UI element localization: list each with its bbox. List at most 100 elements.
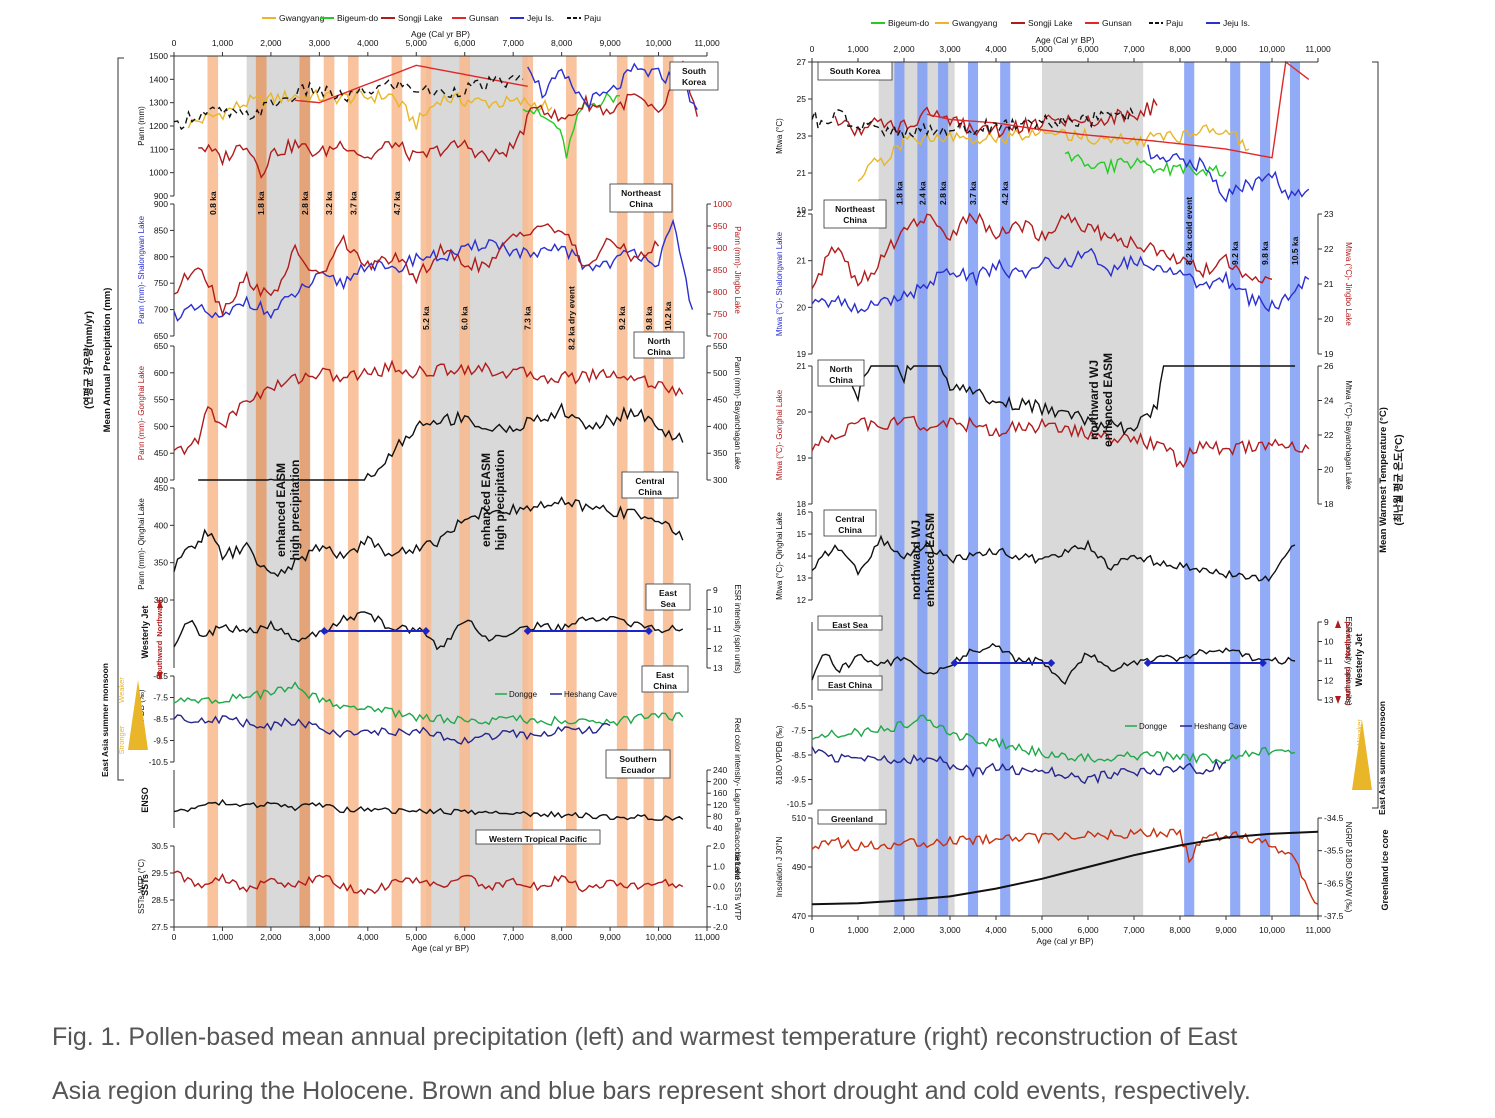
y-tick-label: 750	[154, 278, 168, 288]
y-tick-label: -10.5	[149, 757, 169, 767]
legend-label-dongge: Dongge	[509, 690, 538, 699]
x-tick-label: 4,000	[985, 44, 1007, 54]
event-label: 8.2 ka dry event	[566, 286, 576, 350]
y-tick-label: 21	[797, 256, 807, 266]
y-tick-label-right: -1.0	[713, 902, 728, 912]
y-tick-label: 1200	[149, 121, 168, 131]
y-tick-label-right: 22	[1324, 244, 1334, 254]
y-tick-label: 20	[797, 407, 807, 417]
grey-band	[1042, 62, 1144, 916]
y-tick-label: 400	[154, 520, 168, 530]
x-tick-label: 5,000	[406, 38, 428, 48]
cold-event-bar	[894, 62, 905, 916]
cold-event-bar	[1230, 62, 1241, 916]
blue-arrow-head	[421, 627, 430, 635]
y-tick-label-right: 10	[1324, 637, 1334, 647]
chart-temperature: 27 25 23 21 19 Mtwa (°C) South Korea 22 21 20 19 23…	[775, 18, 1405, 946]
region-label: China	[647, 347, 671, 357]
event-label: 4.7 ka	[392, 191, 402, 215]
side-label-enso: ENSO	[140, 787, 150, 813]
y-tick-label-right: -36.5	[1324, 878, 1344, 888]
y-axis-label-right: Red color intensity- Laguna Pallcacocha …	[733, 718, 742, 881]
event-label: 1.8 ka	[256, 191, 266, 215]
event-label: 9.8 ka	[644, 306, 654, 330]
x-tick-label: 4,000	[985, 925, 1007, 935]
y-tick-label: 19	[797, 205, 807, 215]
y-tick-label: -6.5	[791, 701, 806, 711]
x-tick-label: 7,000	[1123, 925, 1145, 935]
y-tick-label-right: 24	[1324, 396, 1334, 406]
blue-arrow-head	[1047, 659, 1056, 667]
y-tick-label: 450	[154, 483, 168, 493]
overlay-text-line1: enhanced EASM	[274, 463, 288, 557]
cold-event-bar	[1289, 62, 1301, 916]
y-tick-label-right: 850	[713, 265, 727, 275]
legend-label: Gunsan	[1102, 18, 1132, 28]
region-label: East	[659, 588, 677, 598]
series-gonghai-lake	[173, 359, 684, 456]
y-tick-label-right: 0.0	[713, 882, 725, 892]
legend-label-dongge: Dongge	[1139, 722, 1168, 731]
y-tick-label: 28.5	[151, 895, 168, 905]
series-heshang-cave	[811, 746, 1227, 785]
y-tick-label-right: 13	[1324, 695, 1334, 705]
region-label: South	[682, 66, 706, 76]
y-axis-label-right: Pann (mm)- Bayanchagan Lake	[733, 357, 742, 471]
side-label-ice-core: Greenland ice core	[1380, 829, 1390, 910]
side-label-weaker: Weaker	[117, 677, 126, 703]
y-tick-label-right: 21	[1324, 279, 1334, 289]
y-tick-label-right: 200	[713, 777, 727, 787]
overlay-text-line2: high precipitation	[288, 460, 302, 561]
side-label-northward: Northward	[1343, 621, 1352, 659]
side-label-westerly-jet: Westerly Jet	[140, 606, 150, 659]
drought-event-bar	[459, 56, 471, 927]
blue-arrow-head	[950, 659, 959, 667]
region-label-box	[621, 471, 679, 499]
region-label-box	[817, 615, 883, 631]
y-tick-label-right: 11	[713, 624, 722, 634]
series-esr-intensity	[173, 611, 684, 651]
drought-event-bar	[565, 56, 577, 927]
y-tick-label: 14	[797, 551, 807, 561]
blue-arrow-head	[644, 627, 653, 635]
y-tick-label-right: 500	[713, 368, 727, 378]
y-tick-label-right: 900	[713, 243, 727, 253]
y-axis-label-right: Pann (mm)- Jingbo Lake	[733, 226, 742, 314]
y-axis-label: Pann (mm)- Qinghai Lake	[137, 498, 146, 590]
caption-line-1: Fig. 1. Pollen-based mean annual precipi…	[52, 1023, 1238, 1051]
event-label: 7.3 ka	[523, 306, 533, 330]
x-tick-label: 1,000	[212, 932, 234, 942]
y-tick-label: 650	[154, 331, 168, 341]
x-tick-label: 8,000	[551, 38, 573, 48]
series-gonghai-lake	[811, 415, 1310, 469]
y-tick-label: 1000	[149, 168, 168, 178]
region-label-box	[823, 509, 877, 537]
y-tick-label: 27.5	[151, 922, 168, 932]
legend-label: Songji Lake	[1028, 18, 1073, 28]
side-label-monsoon: East Asia summer monsoon	[100, 663, 110, 777]
x-tick-label: 2,000	[893, 44, 915, 54]
legend-label: Songji Lake	[398, 13, 443, 23]
x-tick-label: 1,000	[847, 44, 869, 54]
series-jingbo-lake	[811, 212, 1273, 290]
legend-label: Bigeum-do	[888, 18, 929, 28]
event-label: 2.8 ka	[300, 191, 310, 215]
region-label-box	[633, 331, 685, 359]
y-tick-label: 400	[154, 475, 168, 485]
series-heshang-cave	[173, 714, 611, 745]
x-tick-label: 2,000	[260, 38, 282, 48]
region-label: East	[656, 670, 674, 680]
legend-label: Gwangyang	[279, 13, 325, 23]
x-axis-title-top: Age (Cal yr BP)	[411, 29, 470, 39]
y-tick-label: 29.5	[151, 868, 168, 878]
region-label: China	[838, 525, 862, 535]
region-label: Greenland	[831, 814, 873, 824]
y-tick-label: 22	[797, 209, 807, 219]
side-label-southward: Southward	[155, 640, 164, 679]
arrow-up-icon	[157, 600, 163, 608]
x-tick-label: 2,000	[260, 932, 282, 942]
y-tick-label: -7.5	[153, 693, 168, 703]
region-label-box	[817, 359, 865, 387]
y-axis-label-right: detrend SSTs WTP	[733, 852, 742, 920]
